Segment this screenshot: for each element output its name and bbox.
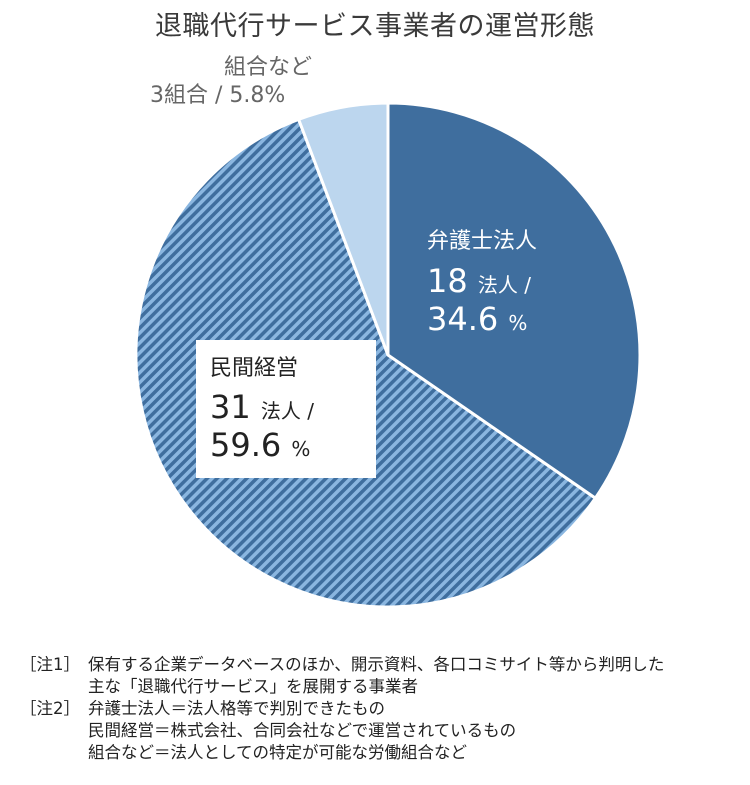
note-1-line-2: 主な「退職代行サービス」を展開する事業者 (88, 677, 418, 696)
slice-lawyer (386, 101, 642, 501)
label-lawyer-pct-sign: % (508, 310, 528, 335)
note-2: ［注2］ 弁護士法人＝法人格等で判別できたもの (20, 698, 664, 720)
note-2-line-3: 組合など＝法人としての特定が可能な労働組合など (88, 743, 468, 762)
label-private: 民間経営 31 法人 / 59.6 % (196, 340, 376, 478)
label-other-detail: 3組合 / 5.8% (150, 82, 286, 108)
label-lawyer-count: 18 (427, 261, 468, 300)
label-lawyer-unit: 法人 / (477, 272, 531, 297)
note-2-tag: ［注2］ (20, 699, 80, 718)
chart-title: 退職代行サービス事業者の運営形態 (155, 11, 595, 42)
pie-chart (134, 101, 642, 609)
label-private-percent: 59.6 (210, 426, 282, 465)
note-1-line-1: 保有する企業データベースのほか、開示資料、各口コミサイト等から判明した (88, 655, 665, 674)
label-lawyer-name: 弁護士法人 (427, 229, 538, 254)
note-2-line-2: 民間経営＝株式会社、合同会社などで運営されているもの (88, 721, 517, 740)
note-1: ［注1］ 保有する企業データベースのほか、開示資料、各口コミサイト等から判明した (20, 654, 664, 676)
footnotes: ［注1］ 保有する企業データベースのほか、開示資料、各口コミサイト等から判明した… (20, 654, 664, 764)
slice-other (296, 101, 390, 356)
note-1-tag: ［注1］ (20, 655, 80, 674)
note-2-line-1: 弁護士法人＝法人格等で判別できたもの (88, 699, 385, 718)
label-private-name: 民間経営 (210, 356, 299, 381)
label-lawyer: 弁護士法人 18 法人 / 34.6 % (427, 228, 537, 338)
label-private-unit: 法人 / (260, 399, 314, 423)
label-other-name: 組合など (224, 55, 313, 80)
label-other: 組合など 3組合 / 5.8% (150, 54, 312, 109)
label-private-count: 31 (210, 388, 251, 426)
label-lawyer-percent: 34.6 (427, 299, 499, 338)
label-private-pct-sign: % (291, 437, 311, 462)
